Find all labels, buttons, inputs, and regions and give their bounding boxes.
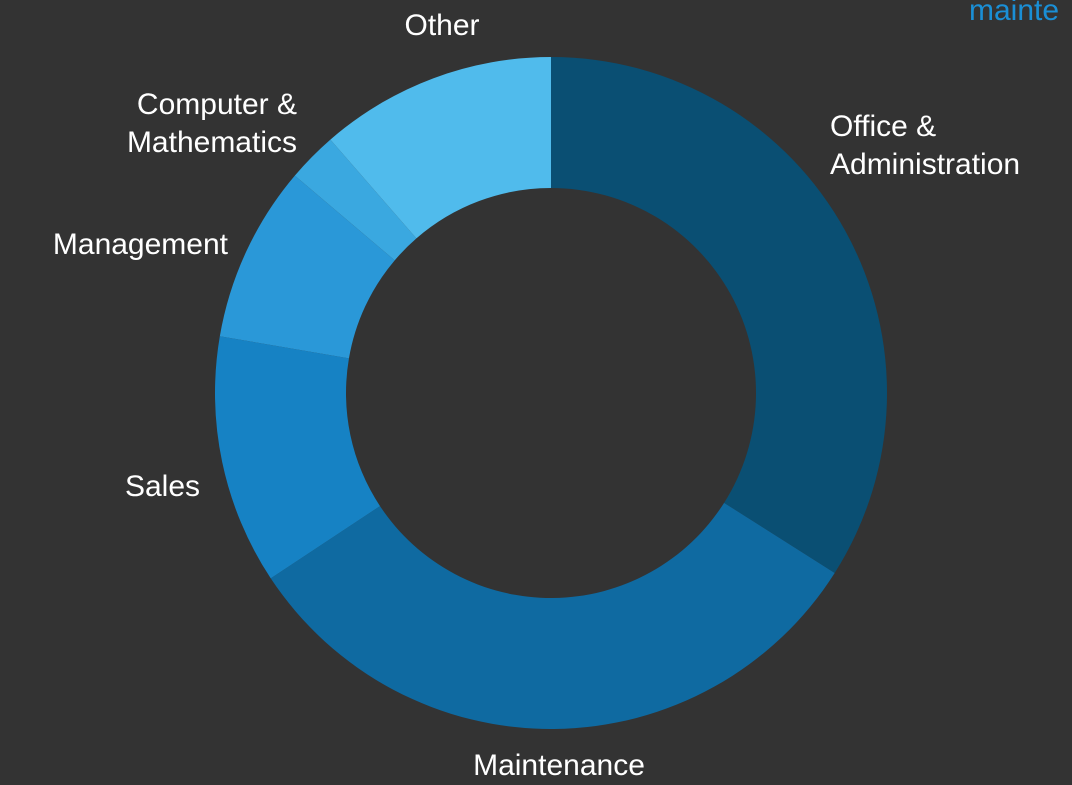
donut-slice: [219, 175, 395, 359]
slice-label: Computer & Mathematics: [126, 88, 297, 159]
donut-slice: [330, 57, 551, 239]
donut-slice: [214, 336, 381, 579]
donut-slice: [551, 57, 887, 574]
slice-label: Office & Administration: [830, 110, 1021, 181]
slice-label: Maintenance: [473, 749, 645, 782]
slice-label: Management: [52, 228, 228, 261]
annotation: mainte: [969, 0, 1060, 27]
donut-slice: [294, 139, 417, 261]
slice-label: Other: [404, 9, 480, 42]
donut-slice: [270, 502, 835, 729]
slice-label: Sales: [124, 470, 200, 503]
